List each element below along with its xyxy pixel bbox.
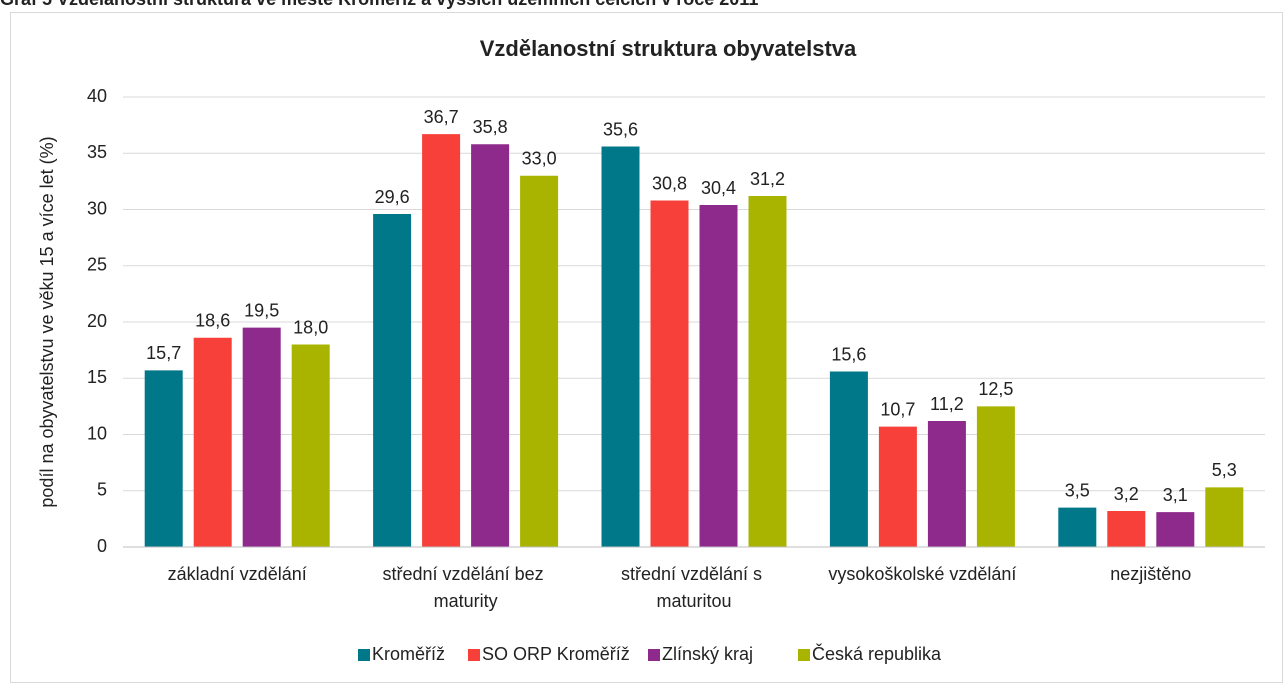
y-tick-label: 15 xyxy=(87,367,107,387)
data-label: 36,7 xyxy=(424,107,459,127)
bar xyxy=(927,421,966,547)
bar xyxy=(601,146,640,547)
bar xyxy=(699,205,738,547)
x-tick-label: základní vzdělání xyxy=(168,564,307,584)
legend-swatch xyxy=(468,649,480,661)
y-tick-label: 25 xyxy=(87,255,107,275)
data-label: 12,5 xyxy=(978,379,1013,399)
data-label: 15,6 xyxy=(831,344,866,364)
y-tick-label: 35 xyxy=(87,142,107,162)
x-tick-label: střední vzdělání s maturitou xyxy=(621,564,767,611)
bar xyxy=(291,344,330,547)
bar xyxy=(748,196,787,547)
bar xyxy=(1107,511,1146,547)
y-axis-label: podíl na obyvatelstvu ve věku 15 a více … xyxy=(37,136,57,507)
data-label: 18,6 xyxy=(195,311,230,331)
bar xyxy=(471,144,510,547)
legend-swatch xyxy=(798,649,810,661)
legend-label: Česká republika xyxy=(812,643,942,664)
data-label: 31,2 xyxy=(750,169,785,189)
x-tick-label: nezjištěno xyxy=(1110,564,1191,584)
bar xyxy=(878,426,917,547)
bar xyxy=(520,175,559,547)
bar xyxy=(373,214,412,547)
data-label: 35,6 xyxy=(603,119,638,139)
bar xyxy=(1058,507,1097,547)
legend-label: Kroměříž xyxy=(372,644,445,664)
legend-label: SO ORP Kroměříž xyxy=(482,644,630,664)
data-label: 15,7 xyxy=(146,343,181,363)
bar xyxy=(650,200,689,547)
bar xyxy=(976,406,1015,547)
y-tick-label: 30 xyxy=(87,198,107,218)
data-label: 10,7 xyxy=(880,399,915,419)
y-tick-label: 5 xyxy=(97,480,107,500)
x-tick-label: vysokoškolské vzdělání xyxy=(828,564,1016,584)
bar xyxy=(422,134,461,547)
data-label: 3,5 xyxy=(1065,480,1090,500)
data-label: 18,0 xyxy=(293,317,328,337)
data-label: 35,8 xyxy=(473,117,508,137)
bar xyxy=(193,337,232,547)
bar xyxy=(1205,487,1244,547)
data-label: 33,0 xyxy=(522,149,557,169)
data-label: 30,4 xyxy=(701,178,736,198)
bar xyxy=(829,371,868,547)
data-label: 19,5 xyxy=(244,300,279,320)
caption: Graf 5 Vzdělanostní struktura ve městě K… xyxy=(0,0,758,9)
bar xyxy=(144,370,183,547)
y-tick-label: 40 xyxy=(87,86,107,106)
y-tick-label: 0 xyxy=(97,536,107,556)
data-label: 5,3 xyxy=(1212,460,1237,480)
chart-title: Vzdělanostní struktura obyvatelstva xyxy=(480,36,857,61)
data-label: 29,6 xyxy=(375,187,410,207)
x-tick-label: střední vzdělání bez maturity xyxy=(383,564,549,611)
bar xyxy=(1156,512,1195,547)
data-label: 3,2 xyxy=(1114,484,1139,504)
bar xyxy=(242,327,281,547)
y-tick-label: 10 xyxy=(87,423,107,443)
y-tick-label: 20 xyxy=(87,311,107,331)
data-label: 11,2 xyxy=(930,394,964,414)
data-label: 30,8 xyxy=(652,173,687,193)
legend-label: Zlínský kraj xyxy=(662,644,753,664)
legend-swatch xyxy=(358,649,370,661)
legend-swatch xyxy=(648,649,660,661)
data-label: 3,1 xyxy=(1163,485,1188,505)
